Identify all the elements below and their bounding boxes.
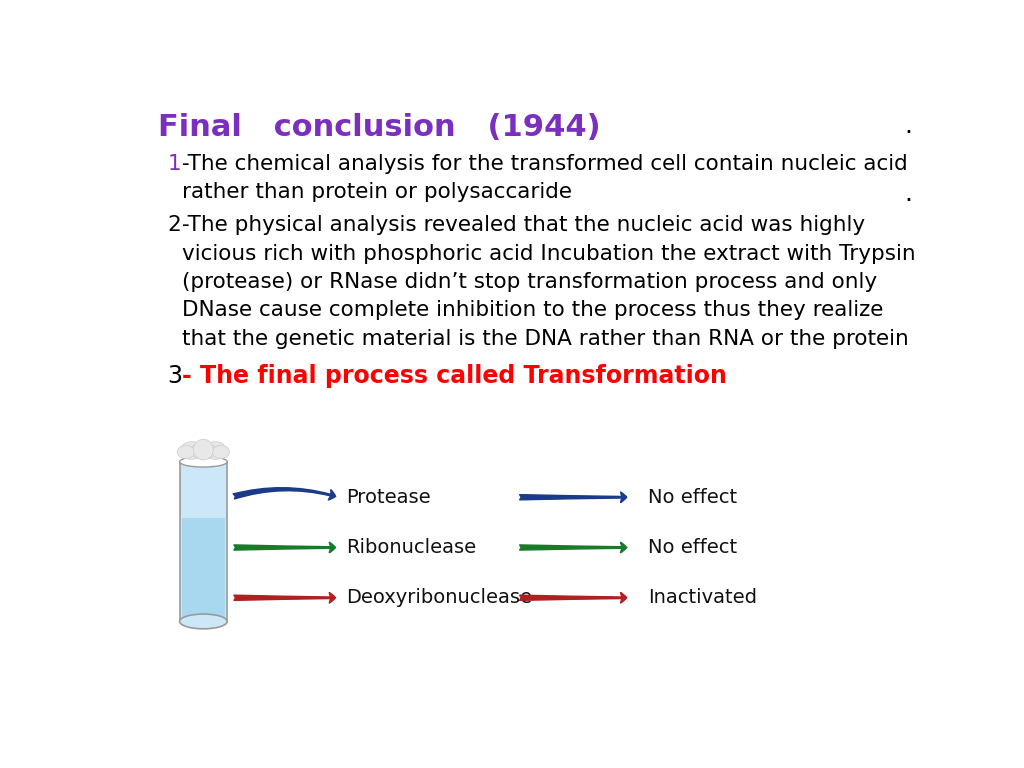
Ellipse shape [177, 445, 195, 458]
Text: - The final process called Transformation: - The final process called Transformatio… [182, 364, 727, 388]
Text: 2: 2 [168, 215, 181, 235]
Text: No effect: No effect [648, 488, 737, 507]
Ellipse shape [179, 614, 227, 629]
FancyBboxPatch shape [179, 462, 227, 621]
Text: -The physical analysis revealed that the nucleic acid was highly: -The physical analysis revealed that the… [182, 215, 865, 235]
Text: .: . [904, 182, 912, 206]
Ellipse shape [190, 442, 216, 459]
Text: Final   conclusion   (1944): Final conclusion (1944) [158, 113, 601, 142]
Text: .: . [904, 114, 912, 138]
Ellipse shape [204, 442, 226, 459]
Text: Deoxyribonuclease: Deoxyribonuclease [346, 588, 532, 607]
Text: that the genetic material is the DNA rather than RNA or the protein: that the genetic material is the DNA rat… [182, 329, 908, 349]
Ellipse shape [212, 445, 229, 458]
Text: -The chemical analysis for the transformed cell contain nucleic acid: -The chemical analysis for the transform… [182, 154, 907, 174]
Text: rather than protein or polysaccaride: rather than protein or polysaccaride [182, 182, 572, 202]
Text: 3: 3 [168, 364, 182, 388]
Text: Protease: Protease [346, 488, 431, 507]
Ellipse shape [180, 442, 203, 459]
FancyBboxPatch shape [182, 518, 225, 621]
Text: Ribonuclease: Ribonuclease [346, 538, 476, 557]
Text: (protease) or RNase didn’t stop transformation process and only: (protease) or RNase didn’t stop transfor… [182, 272, 878, 292]
Ellipse shape [179, 456, 227, 467]
Text: vicious rich with phosphoric acid Incubation the extract with Trypsin: vicious rich with phosphoric acid Incuba… [182, 243, 915, 263]
Text: 1: 1 [168, 154, 181, 174]
Text: No effect: No effect [648, 538, 737, 557]
Ellipse shape [194, 439, 213, 460]
Text: Inactivated: Inactivated [648, 588, 757, 607]
Text: DNase cause complete inhibition to the process thus they realize: DNase cause complete inhibition to the p… [182, 300, 884, 320]
